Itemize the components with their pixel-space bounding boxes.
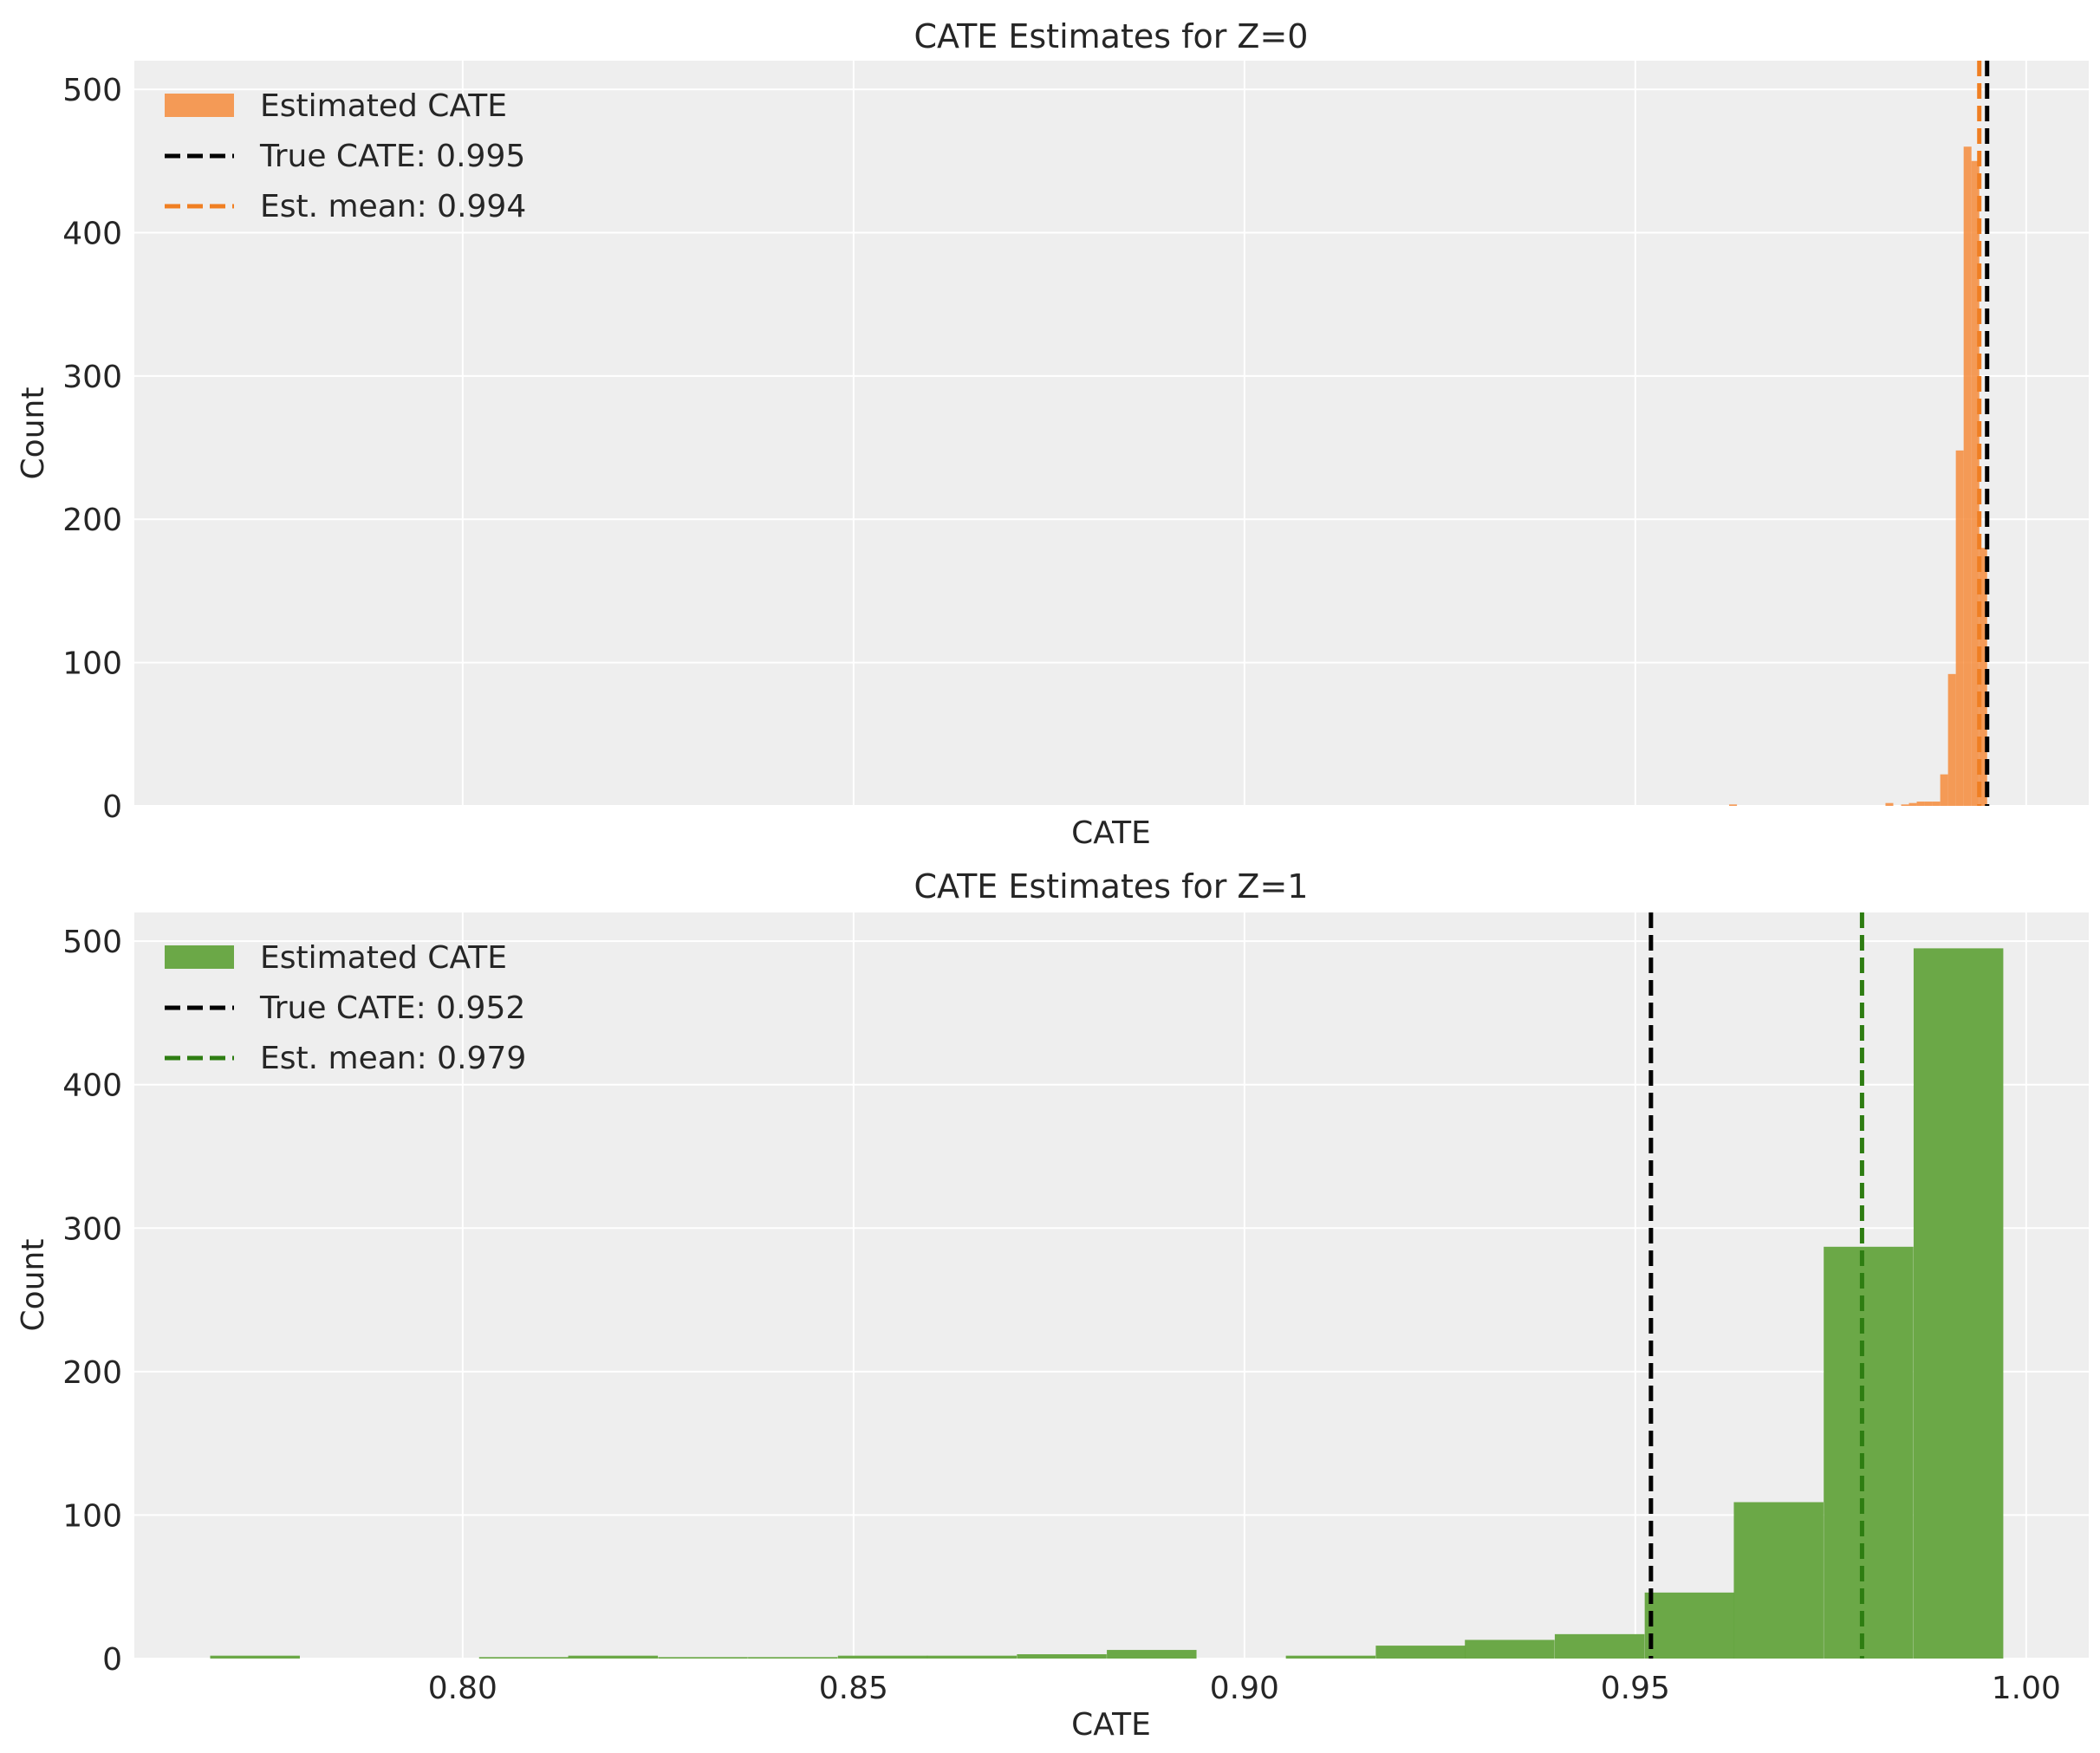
histogram-bar — [478, 1657, 569, 1659]
y-tick-label: 200 — [62, 1355, 122, 1391]
y-tick-labels-z1: 0 100 200 300 400 500 — [62, 925, 122, 1678]
plot-area-z0 — [134, 61, 2089, 806]
histogram-bar — [1733, 1502, 1824, 1659]
grid-z1 — [134, 912, 2089, 1659]
x-tick-label: 0.80 — [428, 1671, 497, 1706]
y-tick-label: 0 — [102, 1642, 122, 1678]
legend-label-est-mean-z1: Est. mean: 0.979 — [260, 1041, 526, 1076]
histogram-bar — [1824, 1246, 1914, 1659]
histogram-bar — [1107, 1650, 1197, 1659]
histogram-bar — [1963, 146, 1972, 806]
x-tick-label: 0.90 — [1210, 1671, 1279, 1706]
reference-lines-z0 — [1977, 61, 1990, 806]
histogram-bar — [658, 1657, 748, 1659]
legend-label-true-cate-z0: True CATE: 0.995 — [259, 139, 525, 174]
histogram-bar — [1554, 1633, 1645, 1659]
histogram-bar — [210, 1655, 300, 1659]
histogram-bar — [1924, 802, 1933, 806]
histogram-bars-z0 — [1729, 146, 1987, 806]
histogram-bar — [1916, 802, 1925, 806]
histogram-bar — [1017, 1654, 1107, 1659]
x-axis-label-z1: CATE — [1071, 1707, 1151, 1743]
histogram-bar — [568, 1655, 659, 1659]
histogram-bar — [1375, 1646, 1466, 1659]
y-tick-label: 100 — [62, 646, 122, 682]
histogram-bar — [1644, 1592, 1735, 1659]
x-tick-label: 1.00 — [1992, 1671, 2061, 1706]
histogram-bar — [926, 1655, 1017, 1659]
y-tick-label: 0 — [102, 789, 122, 825]
legend-swatch-estimated-z0 — [165, 94, 234, 117]
reference-lines-z1 — [1648, 912, 1864, 1659]
y-axis-label-z0: Count — [16, 387, 51, 480]
y-tick-label: 500 — [62, 925, 122, 960]
histogram-bar — [1940, 774, 1948, 806]
legend-label-true-cate-z1: True CATE: 0.952 — [259, 990, 525, 1026]
histogram-bar — [1913, 948, 2004, 1659]
legend-z0: Estimated CATE True CATE: 0.995 Est. mea… — [165, 88, 526, 224]
histogram-bar — [1947, 673, 1956, 806]
chart-panel-z1: 0 100 200 300 400 500 0.80 0.85 0.90 0.95 1.00 CA… — [16, 867, 2089, 1743]
chart-title-z0: CATE Estimates for Z=0 — [914, 17, 1309, 55]
legend-label-estimated-z1: Estimated CATE — [260, 940, 507, 976]
histogram-bars-z1 — [210, 948, 2004, 1659]
histogram-bar — [1955, 450, 1964, 806]
histogram-bar — [1465, 1639, 1555, 1659]
histogram-bar — [837, 1655, 928, 1659]
y-tick-label: 400 — [62, 216, 122, 251]
legend-label-estimated-z0: Estimated CATE — [260, 88, 507, 124]
legend-label-est-mean-z0: Est. mean: 0.994 — [260, 189, 526, 224]
histogram-bar — [1885, 802, 1894, 806]
y-tick-label: 200 — [62, 503, 122, 538]
grid-z0 — [134, 61, 2089, 807]
histogram-bar — [1901, 804, 1909, 806]
y-tick-label: 400 — [62, 1068, 122, 1104]
histogram-bar — [1971, 160, 1980, 806]
legend-z1: Estimated CATE True CATE: 0.952 Est. mea… — [165, 940, 526, 1076]
x-tick-label: 0.95 — [1601, 1671, 1670, 1706]
legend-swatch-estimated-z1 — [165, 945, 234, 969]
chart-title-z1: CATE Estimates for Z=1 — [914, 867, 1309, 906]
histogram-bar — [1979, 548, 1987, 806]
y-tick-labels-z0: 0 100 200 300 400 500 — [62, 73, 122, 825]
histogram-bar — [748, 1657, 838, 1659]
histogram-bar — [1932, 802, 1941, 806]
x-axis-label-z0: CATE — [1071, 815, 1151, 851]
y-axis-label-z1: Count — [16, 1239, 51, 1332]
x-tick-labels-z1: 0.80 0.85 0.90 0.95 1.00 — [428, 1671, 2061, 1706]
y-tick-label: 100 — [62, 1498, 122, 1534]
y-tick-label: 300 — [62, 360, 122, 395]
x-tick-label: 0.85 — [819, 1671, 888, 1706]
histogram-bar — [1729, 804, 1738, 806]
histogram-bar — [1285, 1655, 1376, 1659]
y-tick-label: 500 — [62, 73, 122, 108]
histogram-bar — [1908, 802, 1917, 806]
y-tick-label: 300 — [62, 1211, 122, 1247]
